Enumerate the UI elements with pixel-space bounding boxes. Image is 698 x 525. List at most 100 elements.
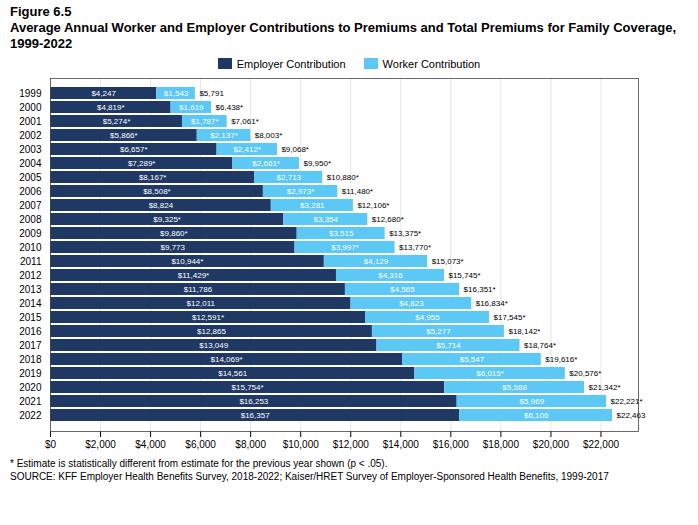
svg-text:$6,438*: $6,438*	[216, 103, 244, 112]
svg-text:$12,865: $12,865	[197, 327, 226, 336]
svg-text:$5,791: $5,791	[199, 89, 224, 98]
svg-text:$8,167*: $8,167*	[139, 173, 167, 182]
svg-text:$22,000: $22,000	[583, 439, 620, 450]
svg-text:$4,955: $4,955	[415, 313, 440, 322]
svg-text:$5,866*: $5,866*	[110, 131, 138, 140]
svg-text:$1,543: $1,543	[164, 89, 189, 98]
svg-text:$10,000: $10,000	[283, 439, 320, 450]
svg-text:$4,823: $4,823	[399, 299, 424, 308]
svg-text:$14,000: $14,000	[383, 439, 420, 450]
svg-text:$4,129: $4,129	[364, 257, 389, 266]
svg-text:$4,000: $4,000	[135, 439, 166, 450]
svg-text:$12,106*: $12,106*	[357, 201, 389, 210]
svg-text:$16,351*: $16,351*	[464, 285, 496, 294]
svg-text:$18,142*: $18,142*	[508, 327, 540, 336]
svg-text:$9,773: $9,773	[161, 243, 186, 252]
svg-text:$5,547: $5,547	[460, 355, 485, 364]
svg-text:$13,375*: $13,375*	[389, 229, 421, 238]
svg-text:$2,137*: $2,137*	[210, 131, 238, 140]
svg-text:$3,281: $3,281	[300, 201, 325, 210]
svg-text:$2,000: $2,000	[85, 439, 116, 450]
svg-text:2019: 2019	[19, 368, 42, 379]
svg-text:$20,000: $20,000	[533, 439, 570, 450]
svg-text:$3,354: $3,354	[314, 215, 339, 224]
svg-text:$2,973*: $2,973*	[287, 187, 315, 196]
svg-text:$18,764*: $18,764*	[524, 341, 556, 350]
svg-text:$5,714: $5,714	[436, 341, 461, 350]
svg-text:$9,068*: $9,068*	[281, 145, 309, 154]
svg-text:2018: 2018	[19, 354, 42, 365]
svg-text:2014: 2014	[19, 298, 42, 309]
svg-text:$9,325*: $9,325*	[153, 215, 181, 224]
svg-text:2011: 2011	[20, 256, 42, 267]
svg-text:$1,787*: $1,787*	[191, 117, 219, 126]
svg-text:2017: 2017	[19, 340, 42, 351]
svg-text:$3,515: $3,515	[329, 229, 354, 238]
svg-text:2015: 2015	[19, 312, 42, 323]
svg-text:$4,247: $4,247	[91, 89, 116, 98]
svg-text:$15,745*: $15,745*	[448, 271, 480, 280]
svg-text:$12,011: $12,011	[187, 299, 216, 308]
svg-text:$4,316: $4,316	[378, 271, 403, 280]
svg-text:$5,274*: $5,274*	[103, 117, 131, 126]
svg-text:$2,661*: $2,661*	[252, 159, 280, 168]
svg-text:1999: 1999	[19, 88, 42, 99]
svg-text:$12,000: $12,000	[333, 439, 370, 450]
svg-text:2020: 2020	[19, 382, 42, 393]
svg-text:$8,508*: $8,508*	[143, 187, 171, 196]
svg-text:2001: 2001	[19, 116, 42, 127]
svg-text:$10,880*: $10,880*	[327, 173, 359, 182]
svg-text:2022: 2022	[19, 410, 42, 421]
svg-text:$14,069*: $14,069*	[210, 355, 242, 364]
svg-text:$2,412*: $2,412*	[233, 145, 261, 154]
svg-text:$5,969: $5,969	[520, 397, 545, 406]
svg-text:2006: 2006	[19, 186, 42, 197]
svg-text:2016: 2016	[19, 326, 42, 337]
svg-text:$22,221*: $22,221*	[610, 397, 642, 406]
svg-text:$16,253: $16,253	[239, 397, 268, 406]
svg-text:$5,277: $5,277	[426, 327, 451, 336]
svg-text:2005: 2005	[19, 172, 42, 183]
svg-text:$8,824: $8,824	[149, 201, 174, 210]
svg-text:2008: 2008	[19, 214, 42, 225]
svg-text:$19,616*: $19,616*	[545, 355, 577, 364]
svg-text:$15,754*: $15,754*	[232, 383, 264, 392]
svg-text:2002: 2002	[19, 130, 42, 141]
svg-text:$6,015*: $6,015*	[476, 369, 504, 378]
svg-text:2000: 2000	[19, 102, 42, 113]
svg-text:$9,860*: $9,860*	[160, 229, 188, 238]
svg-text:$11,786: $11,786	[184, 285, 213, 294]
svg-text:$4,565: $4,565	[390, 285, 415, 294]
svg-text:$8,003*: $8,003*	[255, 131, 283, 140]
svg-text:$12,591*: $12,591*	[192, 313, 224, 322]
svg-text:$6,106: $6,106	[524, 411, 549, 420]
svg-text:$18,000: $18,000	[483, 439, 520, 450]
svg-text:$16,357: $16,357	[241, 411, 270, 420]
svg-text:$7,061*: $7,061*	[231, 117, 259, 126]
svg-text:2010: 2010	[19, 242, 42, 253]
svg-text:$11,429*: $11,429*	[178, 271, 209, 280]
svg-text:$21,342*: $21,342*	[589, 383, 621, 392]
svg-text:$16,834*: $16,834*	[476, 299, 508, 308]
svg-text:$16,000: $16,000	[433, 439, 470, 450]
svg-text:2013: 2013	[19, 284, 42, 295]
svg-text:$6,000: $6,000	[185, 439, 216, 450]
svg-text:$13,770*: $13,770*	[399, 243, 431, 252]
svg-text:$20,576*: $20,576*	[569, 369, 601, 378]
svg-text:$5,588: $5,588	[502, 383, 527, 392]
svg-text:$6,657*: $6,657*	[120, 145, 148, 154]
svg-text:$2,713: $2,713	[277, 173, 302, 182]
svg-text:$1,619: $1,619	[179, 103, 204, 112]
svg-text:$11,480*: $11,480*	[342, 187, 373, 196]
svg-text:$8,000: $8,000	[235, 439, 266, 450]
svg-text:$0: $0	[45, 439, 57, 450]
svg-text:$22,463: $22,463	[617, 411, 646, 420]
svg-text:$13,049: $13,049	[199, 341, 228, 350]
svg-text:$3,997*: $3,997*	[331, 243, 359, 252]
svg-text:2004: 2004	[19, 158, 42, 169]
svg-text:$15,073*: $15,073*	[432, 257, 464, 266]
svg-text:$14,561: $14,561	[218, 369, 247, 378]
svg-text:$10,944*: $10,944*	[171, 257, 203, 266]
svg-text:2021: 2021	[19, 396, 42, 407]
svg-text:$9,950*: $9,950*	[303, 159, 331, 168]
